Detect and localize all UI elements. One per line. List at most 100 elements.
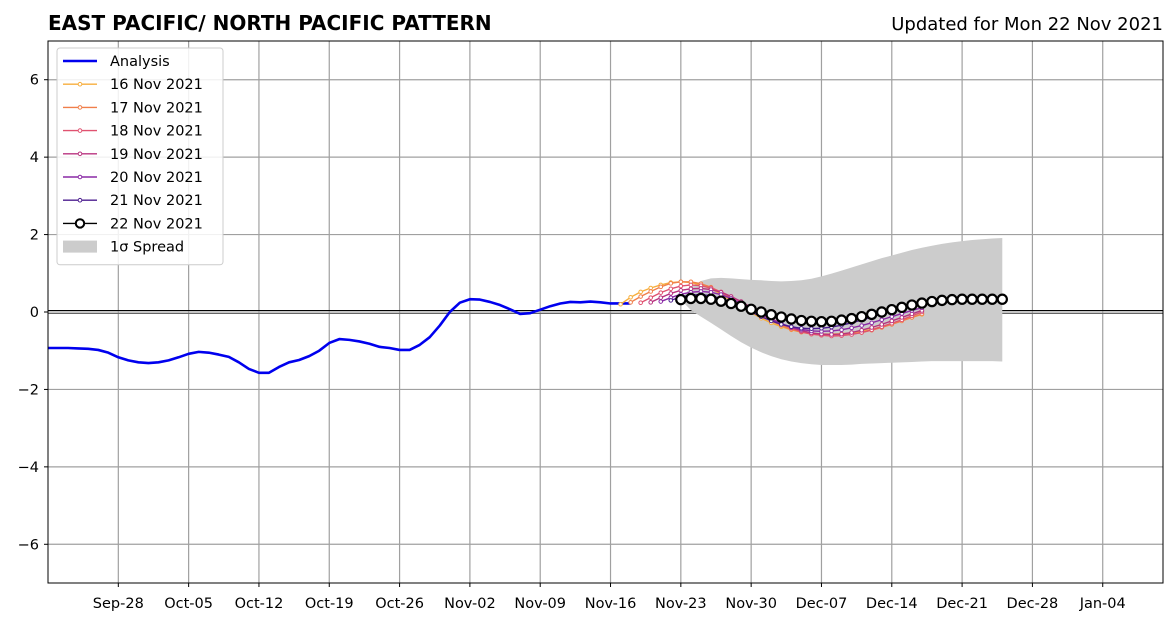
series-marker [906,299,918,311]
series-marker [869,320,874,326]
legend-marker [74,218,86,229]
series-marker [678,283,684,289]
series-marker [966,293,978,305]
spread-band [680,238,1003,366]
legend-marker [77,151,83,157]
series-marker [675,293,687,306]
x-tick-label: Sep-28 [93,596,144,612]
series-marker [809,326,814,331]
legend-label: Analysis [110,54,170,70]
series-marker [849,330,854,335]
series-marker [668,298,674,303]
series-marker [879,317,885,323]
series-marker [815,315,828,328]
series-7 [675,292,1008,328]
series-marker [775,311,787,323]
y-tick-label: 2 [30,228,39,244]
legend-marker [77,128,83,133]
y-tick-label: 4 [30,150,39,166]
legend-label: 16 Nov 2021 [110,77,203,93]
series-marker [879,322,885,327]
legend-marker [77,81,83,87]
series-marker [896,301,908,314]
series-marker [678,288,684,293]
chart-subtitle: Updated for Mon 22 Nov 2021 [891,14,1163,35]
series-0 [48,297,631,375]
series-marker [668,286,674,292]
series-marker [648,289,654,294]
legend-label: 19 Nov 2021 [110,147,203,163]
axis-ticks: −6 −4 −2 0 2 4 6 Sep-28 Oct-05 Oct-12 Oct-19 Oct-26… [18,73,1126,612]
series-marker [839,327,844,333]
y-tick-label: −6 [18,537,39,553]
series-marker [835,314,848,326]
x-tick-label: Dec-28 [1007,596,1059,612]
x-tick-label: Nov-23 [655,596,707,612]
legend-label: 17 Nov 2021 [110,100,203,116]
x-tick-label: Nov-02 [444,596,496,612]
series-marker [765,309,777,321]
legend-label: 20 Nov 2021 [110,170,203,186]
series-marker [745,303,757,315]
series-group [48,279,1008,375]
x-tick-label: Nov-16 [585,596,637,612]
series-marker [986,293,998,305]
series-marker [829,328,834,334]
legend-marker [77,197,83,203]
series-marker [936,294,948,307]
series-marker [926,295,938,308]
series-marker [805,315,818,327]
series-marker [886,303,898,316]
series-marker [658,295,664,300]
series-marker [678,279,684,285]
series-marker [755,306,767,318]
legend-box [56,47,224,266]
legend-spread-swatch [63,240,97,253]
chart-title: EAST PACIFIC/ NORTH PACIFIC PATTERN [48,11,492,35]
x-tick-label: Dec-21 [936,596,988,612]
legend: Analysis 16 Nov 2021 17 Nov 2021 18 Nov 202… [56,47,224,266]
x-tick-label: Nov-30 [725,596,777,612]
series-marker [976,293,988,305]
spread-area [680,238,1003,366]
legend-label: 1σ Spread [110,240,184,256]
series-marker [795,314,808,327]
x-tick-label: Nov-09 [514,596,566,612]
series-marker [855,310,868,323]
x-tick-label: Oct-12 [235,596,284,612]
series-marker [899,315,905,320]
series-marker [658,299,664,304]
series-marker [996,293,1008,305]
series-marker [839,331,844,337]
series-marker [658,290,664,295]
legend-marker [77,174,83,180]
series-marker [778,322,784,327]
legend-label: 18 Nov 2021 [110,124,203,140]
series-marker [916,297,928,309]
series-marker [869,325,874,330]
series-marker [685,292,697,305]
y-tick-label: −2 [18,382,39,398]
y-tick-label: 0 [30,305,39,321]
series-marker [849,325,854,331]
series-marker [648,295,654,300]
series-marker [785,313,798,325]
x-tick-label: Oct-26 [375,596,424,612]
x-tick-label: Jan-04 [1079,596,1126,612]
series-marker [638,300,643,306]
series-marker [668,281,674,286]
series-marker [889,318,895,324]
series-marker [735,300,747,312]
x-tick-label: Oct-05 [164,596,213,612]
y-tick-label: −4 [18,460,39,476]
series-marker [638,294,643,299]
series-marker [946,293,958,306]
legend-label: 22 Nov 2021 [110,216,203,232]
series-marker [668,291,674,296]
series-marker [705,293,717,305]
series-marker [695,292,707,305]
series-marker [688,282,694,288]
series-marker [638,289,643,295]
series-marker [628,300,633,305]
